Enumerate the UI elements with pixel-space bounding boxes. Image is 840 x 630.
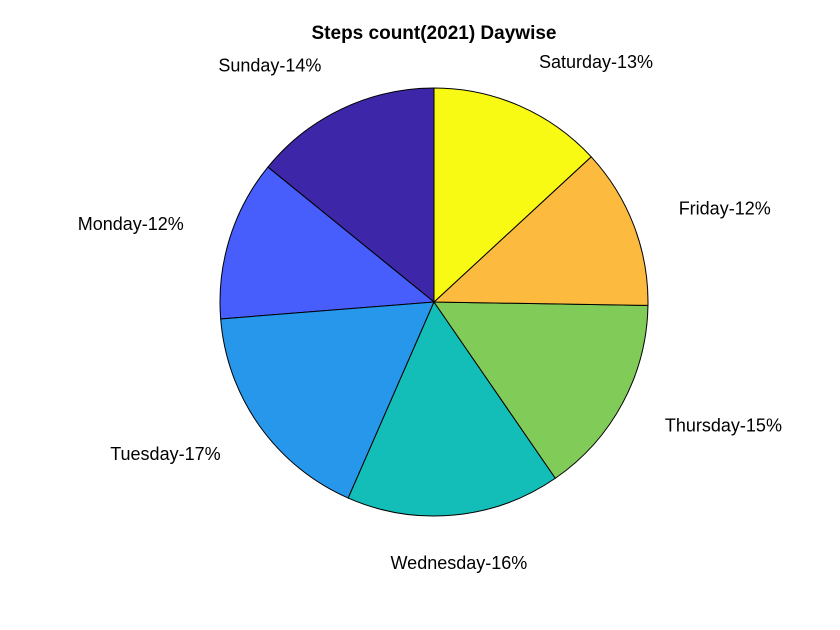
pie-slice-monday bbox=[219, 166, 436, 320]
chart-title: Steps count(2021) Daywise bbox=[312, 23, 557, 44]
pie-slice-tuesday bbox=[220, 301, 435, 499]
pie-labels: Sunday-14% Monday-12% Tuesday-17% Wednesday… bbox=[78, 52, 782, 573]
pie-slice-friday bbox=[432, 156, 649, 306]
pie-label-friday: Friday-12% bbox=[679, 199, 771, 219]
pie-slice-thursday bbox=[433, 301, 649, 479]
pie-label-thursday: Thursday-15% bbox=[665, 416, 782, 436]
pie-label-monday: Monday-12% bbox=[78, 214, 184, 234]
pie-slices bbox=[219, 87, 649, 517]
pie-label-tuesday: Tuesday-17% bbox=[110, 444, 220, 464]
pie-slice-saturday bbox=[433, 87, 592, 304]
pie-label-wednesday: Wednesday-16% bbox=[391, 553, 528, 573]
pie-slice-sunday bbox=[267, 87, 435, 304]
pie-label-saturday: Saturday-13% bbox=[539, 52, 653, 72]
pie-label-sunday: Sunday-14% bbox=[218, 55, 321, 75]
pie-slice-wednesday bbox=[347, 300, 557, 517]
